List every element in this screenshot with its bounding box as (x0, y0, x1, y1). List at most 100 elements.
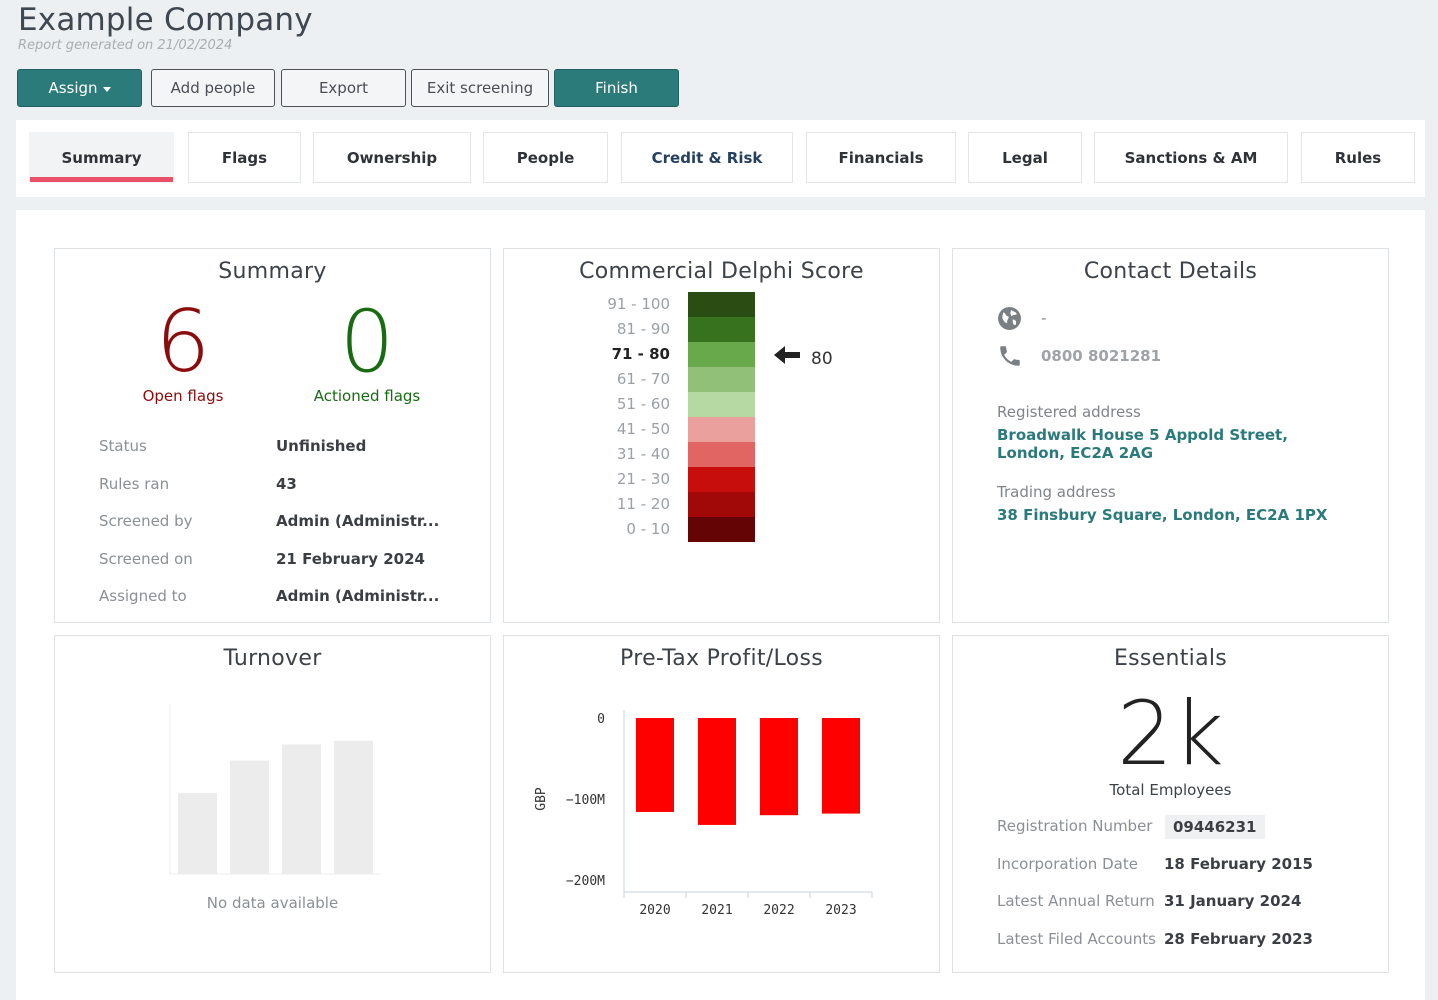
turnover-placeholder-bar (282, 744, 321, 874)
registered-address-link[interactable]: Broadwalk House 5 Appold Street, London,… (997, 426, 1288, 462)
delphi-band-block (688, 317, 755, 342)
turnover-no-data: No data available (206, 894, 339, 912)
profit-bar (698, 718, 736, 825)
delphi-band-block (688, 517, 755, 542)
delphi-band-label: 41 - 50 (616, 420, 670, 438)
report-content: Summary 6 Open flags 0 Actioned flags St… (16, 210, 1425, 1000)
tab-financials[interactable]: Financials (806, 132, 956, 183)
status-value: Unfinished (276, 437, 367, 455)
status-key: Status (99, 437, 147, 455)
turnover-placeholder-bar (178, 793, 217, 874)
trading-address-label: Trading address (997, 483, 1116, 501)
tab-ownership[interactable]: Ownership (313, 132, 471, 183)
delphi-band-block (688, 442, 755, 467)
delphi-band-block (688, 342, 755, 367)
filed-accounts-value: 28 February 2023 (1164, 930, 1313, 948)
report-generated-date: Report generated on 21/02/2024 (18, 38, 233, 53)
profit-bar (822, 718, 860, 814)
profit-x-tick-label: 2022 (763, 903, 794, 916)
delphi-band-block (688, 367, 755, 392)
profit-title: Pre-Tax Profit/Loss (620, 646, 823, 671)
delphi-band-block (688, 292, 755, 317)
open-flags-count: 6 (155, 292, 211, 392)
export-button[interactable]: Export (281, 69, 406, 107)
delphi-band-block (688, 492, 755, 517)
profit-bar (636, 718, 674, 812)
trading-address-link[interactable]: 38 Finsbury Square, London, EC2A 1PX (997, 506, 1328, 524)
tab-credit-risk[interactable]: Credit & Risk (621, 132, 793, 183)
delphi-band-label: 11 - 20 (616, 495, 670, 513)
rules-ran-value: 43 (276, 475, 297, 493)
company-title: Example Company (18, 2, 313, 38)
profit-loss-card: Pre-Tax Profit/Loss 0 −100M −200M GBP 2020 20… (503, 635, 940, 973)
filed-accounts-key: Latest Filed Accounts (997, 930, 1156, 948)
turnover-title: Turnover (223, 646, 322, 671)
tab-summary[interactable]: Summary (29, 132, 174, 183)
caret-down-icon (102, 86, 111, 92)
assigned-to-value: Admin (Administr... (276, 587, 440, 605)
tab-flags[interactable]: Flags (188, 132, 301, 183)
delphi-band-label: 21 - 30 (616, 470, 670, 488)
finish-button[interactable]: Finish (554, 69, 679, 107)
assign-button[interactable]: Assign (17, 69, 142, 107)
delphi-band-block (688, 417, 755, 442)
delphi-title: Commercial Delphi Score (579, 259, 864, 284)
website-value[interactable]: - (1041, 309, 1047, 327)
add-people-button[interactable]: Add people (151, 69, 275, 107)
employees-count: 2k (1117, 682, 1224, 785)
delphi-score-value: 80 (811, 349, 833, 369)
contact-title: Contact Details (1083, 259, 1258, 284)
profit-y-tick-label: 0 (597, 712, 605, 727)
profit-loss-chart: 0 −100M −200M GBP 2020 2021 2022 2023 (534, 710, 873, 916)
essentials-title: Essentials (1113, 646, 1228, 671)
profit-x-tick-label: 2020 (639, 903, 670, 916)
registration-number-key: Registration Number (997, 817, 1153, 835)
rules-ran-key: Rules ran (99, 475, 170, 493)
profit-y-tick-label: −100M (566, 793, 605, 808)
delphi-band-label: 51 - 60 (616, 395, 670, 413)
tab-sanctions-am[interactable]: Sanctions & AM (1094, 132, 1288, 183)
profit-y-tick-label: −200M (566, 874, 605, 889)
screened-on-key: Screened on (99, 550, 193, 568)
essentials-card: Essentials 2k Total Employees Registrati… (952, 635, 1389, 973)
assign-label: Assign (48, 79, 98, 97)
screened-by-value: Admin (Administr... (276, 512, 440, 530)
delphi-band-label: 91 - 100 (607, 295, 670, 313)
tab-people[interactable]: People (483, 132, 608, 183)
exit-screening-button[interactable]: Exit screening (411, 69, 549, 107)
tab-rules[interactable]: Rules (1301, 132, 1415, 183)
annual-return-key: Latest Annual Return (997, 892, 1155, 910)
turnover-placeholder-bar (230, 760, 269, 874)
turnover-placeholder-bar (334, 740, 373, 874)
registered-address-label: Registered address (997, 403, 1141, 421)
phone-value[interactable]: 0800 8021281 (1041, 347, 1162, 365)
delphi-score-card: Commercial Delphi Score 91 - 100 81 - 90 7… (503, 248, 940, 623)
actioned-flags-label[interactable]: Actioned flags (313, 387, 421, 405)
profit-y-axis-label: GBP (534, 787, 549, 811)
phone-icon (1000, 346, 1020, 366)
contact-details-card: Contact Details - 0800 8021281 Registere… (952, 248, 1389, 623)
registration-number-value: 09446231 (1165, 815, 1265, 839)
employees-label: Total Employees (1109, 781, 1232, 799)
delphi-band-label: 0 - 10 (626, 520, 670, 538)
arrow-left-icon (774, 346, 800, 364)
assigned-to-key: Assigned to (99, 587, 187, 605)
turnover-placeholder-chart (169, 704, 380, 875)
turnover-card: Turnover No data available (54, 635, 491, 973)
delphi-band-label: 81 - 90 (616, 320, 670, 338)
annual-return-value: 31 January 2024 (1164, 892, 1302, 910)
tab-bar: Summary Flags Ownership People Credit & … (16, 120, 1425, 197)
screened-on-value: 21 February 2024 (276, 550, 425, 568)
open-flags-label[interactable]: Open flags (142, 387, 224, 405)
summary-card: Summary 6 Open flags 0 Actioned flags St… (54, 248, 491, 623)
profit-x-tick-label: 2021 (701, 903, 732, 916)
delphi-band-block (688, 467, 755, 492)
incorporation-date-key: Incorporation Date (997, 855, 1138, 873)
actioned-flags-count: 0 (339, 292, 395, 392)
tab-legal[interactable]: Legal (968, 132, 1082, 183)
summary-title: Summary (218, 259, 327, 284)
profit-x-tick-label: 2023 (825, 903, 856, 916)
delphi-band-label: 71 - 80 (611, 345, 670, 363)
delphi-band-block (688, 392, 755, 417)
delphi-band-label: 61 - 70 (616, 370, 670, 388)
